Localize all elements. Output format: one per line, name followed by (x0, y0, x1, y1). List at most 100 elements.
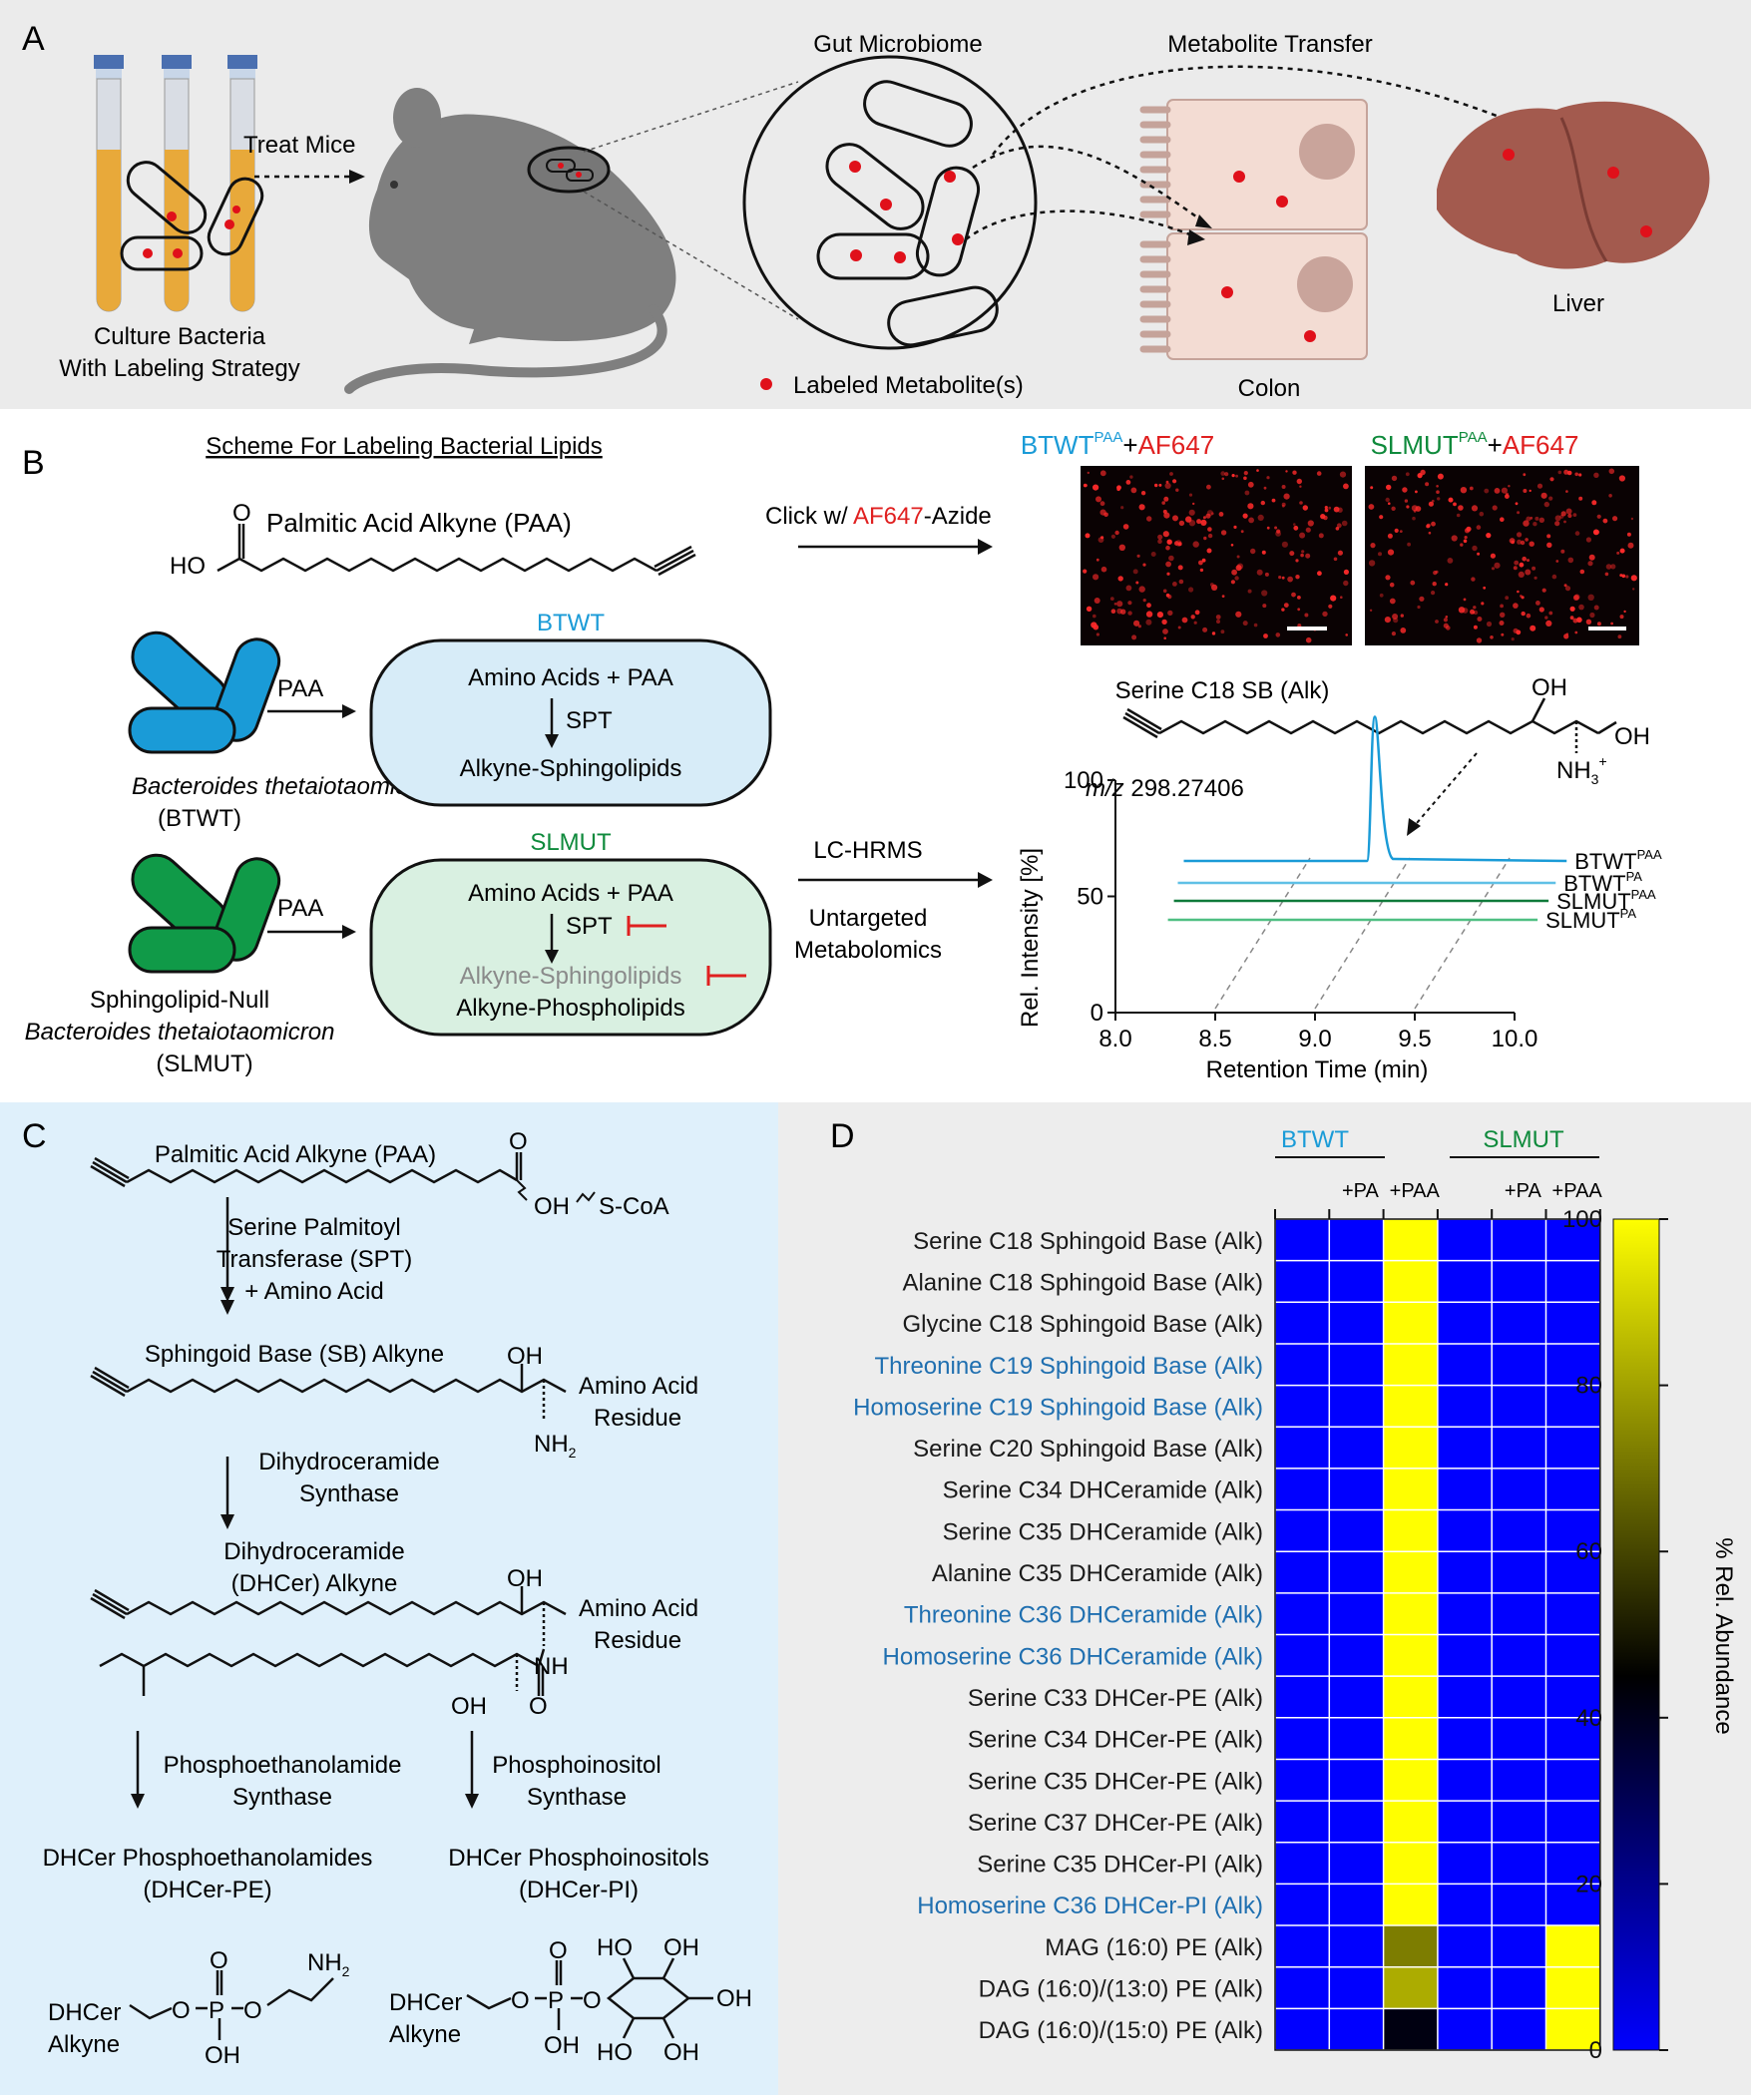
heatmap-cell (1545, 1717, 1600, 1760)
panel-a-figure: A (22, 20, 1710, 402)
heatmap-cell (1383, 1676, 1438, 1718)
c-pe-dhcer: DHCer (48, 1999, 121, 2026)
heatmap-row-label: Serine C35 DHCeramide (Alk) (943, 1518, 1263, 1545)
c-pe-synth-2: Synthase (232, 1784, 332, 1811)
bt-abbrev: (BTWT) (158, 805, 241, 832)
tube-3 (227, 55, 257, 312)
heatmap-cell (1275, 1717, 1330, 1760)
c-pi-o3: O (549, 1937, 568, 1964)
heatmap-cell (1275, 1260, 1330, 1303)
heatmap-cell (1492, 1759, 1546, 1802)
heatmap-row-label: Serine C35 DHCer-PI (Alk) (977, 1852, 1263, 1879)
sl-null: Sphingolipid-Null (90, 987, 269, 1014)
c-pe-p: P (209, 1997, 224, 2024)
c-pe-o1: O (172, 1997, 191, 2024)
c-pe-oh: OH (205, 2042, 240, 2069)
heatmap-row-label: Serine C34 DHCer-PE (Alk) (968, 1727, 1263, 1754)
panel-d-letter: D (830, 1117, 855, 1155)
heatmap-column-label: +PA (1342, 1180, 1380, 1202)
heatmap-cell (1275, 1676, 1330, 1718)
metabolite-transfer-label: Metabolite Transfer (1167, 31, 1372, 58)
heatmap-cell (1437, 1884, 1493, 1926)
chrom-xtick-label: 9.5 (1398, 1026, 1431, 1052)
panel-c-letter: C (22, 1117, 47, 1155)
heatmap-row-label: Alanine C18 Sphingoid Base (Alk) (902, 1269, 1263, 1296)
c-pi-synth-2: Synthase (527, 1784, 627, 1811)
c-pi-o1: O (511, 1987, 530, 2014)
slmut-microscopy-image (1365, 466, 1639, 645)
heatmap-cell (1329, 1468, 1384, 1510)
c-paa-name: Palmitic Acid Alkyne (PAA) (155, 1141, 436, 1168)
heatmap-cell (1492, 2008, 1546, 2050)
heatmap-cell (1545, 1551, 1600, 1593)
heatmap-cell (1329, 1966, 1384, 2009)
heatmap-cell (1545, 1427, 1600, 1469)
heatmap-cell (1545, 1966, 1600, 2009)
c-dhcer-nh: NH (534, 1653, 569, 1680)
heatmap-cell (1275, 1468, 1330, 1510)
heatmap-cell (1437, 1676, 1493, 1718)
heatmap-cell (1275, 1759, 1330, 1802)
heatmap-cell (1545, 1842, 1600, 1885)
heatmap-cell (1492, 1551, 1546, 1593)
heatmap-cell (1383, 1925, 1438, 1967)
paa-arrow-label-1: PAA (277, 675, 323, 702)
heatmap-row-label: Homoserine C19 Sphingoid Base (Alk) (853, 1394, 1263, 1421)
c-dhc-synth-1: Dihydroceramide (258, 1449, 439, 1475)
heatmap-cell (1383, 1509, 1438, 1552)
c-pi-oh: OH (544, 2032, 580, 2059)
c-pi-dhcer: DHCer (389, 1989, 462, 2016)
colorbar-ticks: 0 20 40 60 80 100 (1562, 1206, 1668, 2064)
heatmap-cell (1383, 1302, 1438, 1344)
c-sb-alkyne: Sphingoid Base (SB) Alkyne (145, 1341, 444, 1368)
heatmap-cell (1545, 2008, 1600, 2050)
heatmap-cell (1545, 1801, 1600, 1843)
slmut-bacteria-icon (128, 853, 281, 974)
heatmap-cell (1492, 1343, 1546, 1386)
untargeted-label-2: Metabolomics (794, 937, 942, 964)
c-pi-oh2: OH (716, 1985, 752, 2012)
heatmap-cell (1492, 1468, 1546, 1510)
btwt-box-title: BTWT (537, 610, 605, 636)
heatmap-cell (1437, 1302, 1493, 1344)
heatmap-cell (1437, 1717, 1493, 1760)
slmut-amino-acids: Amino Acids + PAA (468, 880, 673, 907)
heatmap-group-btwt: BTWT (1281, 1126, 1349, 1153)
heatmap-column-labels: +PA +PAA +PA +PAA (1342, 1180, 1602, 1202)
heatmap-cell (1383, 1385, 1438, 1428)
heatmap-cell (1329, 1842, 1384, 1885)
c-pi-product-1: DHCer Phosphoinositols (448, 1845, 708, 1872)
liver (1437, 101, 1710, 269)
heatmap-cell (1492, 1717, 1546, 1760)
colon-label: Colon (1238, 375, 1301, 402)
heatmap-cell (1492, 1925, 1546, 1967)
culture-label-1: Culture Bacteria (94, 323, 266, 350)
untargeted-label-1: Untargeted (809, 905, 928, 932)
chrom-trace-label: BTWTPA (1563, 869, 1642, 896)
gut-microbiome-label: Gut Microbiome (813, 31, 982, 58)
lc-hrms-label: LC-HRMS (813, 837, 922, 864)
chrom-trace-label: BTWTPAA (1574, 847, 1662, 874)
colon-cells (1139, 99, 1368, 360)
heatmap-cell (1383, 1842, 1438, 1885)
heatmap-cell (1383, 1427, 1438, 1469)
btwt-pathway-box (369, 638, 772, 807)
heatmap-row-label: Threonine C36 DHCeramide (Alk) (904, 1602, 1263, 1629)
serine-c18-sb-label: Serine C18 SB (Alk) (1115, 677, 1330, 704)
c-paa-structure (90, 1152, 596, 1203)
panel-c: C Palmitic Acid Alkyne (PAA) O OH S-CoA … (0, 1102, 778, 2095)
heatmap-cell (1383, 1801, 1438, 1843)
heatmap-row-label: DAG (16:0)/(13:0) PE (Alk) (979, 1976, 1263, 2003)
heatmap-cell (1383, 1343, 1438, 1386)
heatmap-group-slmut: SLMUT (1483, 1126, 1564, 1153)
heatmap-cell (1383, 2008, 1438, 2050)
heatmap-row-label: Serine C20 Sphingoid Base (Alk) (913, 1436, 1263, 1463)
c-scoa: S-CoA (599, 1193, 669, 1220)
heatmap-cell (1275, 1302, 1330, 1344)
chrom-ytick-label: 0 (1091, 1000, 1103, 1027)
heatmap-cell (1275, 1427, 1330, 1469)
c-dhcer-residue: Residue (594, 1627, 681, 1654)
slmut-pathway-box (369, 858, 772, 1037)
chrom-xtick-label: 10.0 (1492, 1026, 1538, 1052)
heatmap-grid (1274, 1209, 1601, 2051)
